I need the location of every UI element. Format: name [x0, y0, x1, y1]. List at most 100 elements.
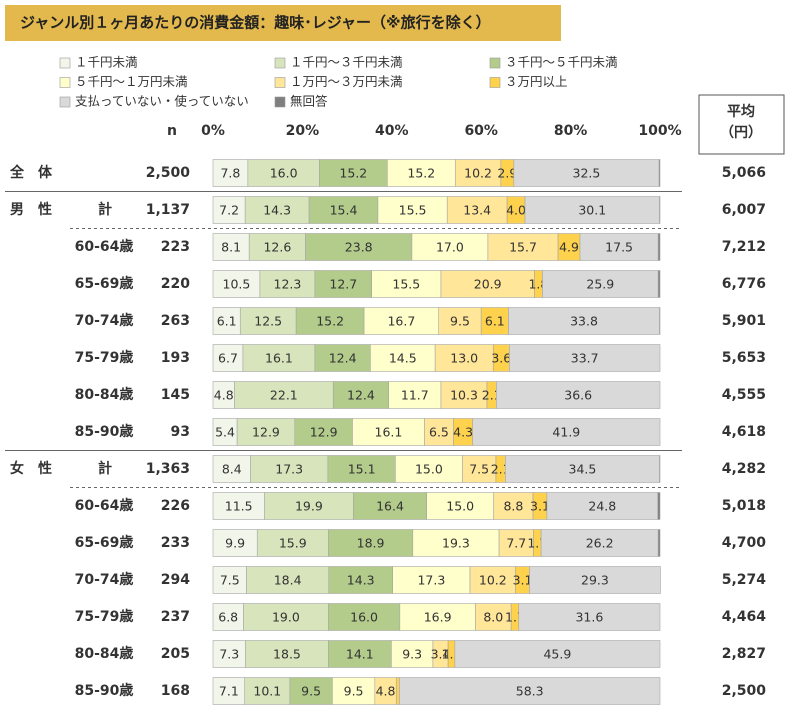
data-label: 12.5 [254, 314, 282, 329]
data-label: 36.6 [564, 388, 592, 403]
data-label: 6.5 [429, 425, 449, 440]
legend-label: ３万円以上 [505, 74, 568, 89]
data-label: 8.0 [483, 610, 503, 625]
data-label: 17.5 [605, 240, 633, 255]
row-label: 計 [98, 460, 112, 477]
row-label: 80-84歳 [75, 386, 134, 403]
x-tick-label: 100% [638, 123, 681, 139]
data-label: 12.4 [347, 388, 375, 403]
data-label: 16.0 [270, 166, 298, 181]
data-label: 15.5 [392, 277, 420, 292]
row-label: 65-69歳 [75, 275, 134, 292]
data-label: 12.7 [329, 277, 357, 292]
legend-label: ５千円～１万円未満 [75, 74, 188, 89]
data-label: 9.9 [225, 536, 245, 551]
data-label: 15.5 [399, 203, 427, 218]
data-label: 12.3 [274, 277, 302, 292]
data-label: 58.3 [516, 684, 544, 699]
data-label: 8.1 [221, 240, 241, 255]
row-avg: 4,464 [722, 609, 767, 625]
row-n: 93 [171, 424, 190, 440]
legend-label: 無回答 [290, 94, 328, 109]
data-label: 14.3 [263, 203, 291, 218]
data-label: 29.3 [581, 573, 609, 588]
x-tick-label: 20% [286, 123, 320, 139]
data-label: 9.5 [450, 314, 470, 329]
row-n: 1,137 [146, 202, 190, 218]
data-label: 10.2 [464, 166, 492, 181]
data-label: 3.6 [491, 351, 511, 366]
data-label: 23.8 [345, 240, 373, 255]
data-label: 15.0 [446, 499, 474, 514]
data-label: 16.0 [350, 610, 378, 625]
data-label: 10.1 [253, 684, 281, 699]
data-label: 41.9 [552, 425, 580, 440]
avg-header: （円） [720, 125, 762, 141]
data-label: 14.3 [347, 573, 375, 588]
data-label: 15.2 [339, 166, 367, 181]
data-label: 6.8 [218, 610, 238, 625]
row-label: 80-84歳 [75, 645, 134, 662]
data-label: 45.9 [543, 647, 571, 662]
data-label: 33.8 [570, 314, 598, 329]
data-label: 19.3 [442, 536, 470, 551]
data-label: 17.3 [417, 573, 445, 588]
row-avg: 6,776 [722, 276, 766, 292]
row-n: 168 [161, 683, 190, 699]
row-label: 85-90歳 [75, 423, 134, 440]
data-label: 19.0 [272, 610, 300, 625]
data-label: 18.9 [357, 536, 385, 551]
data-label: 10.3 [450, 388, 478, 403]
row-group-label: 男 性 [10, 201, 52, 218]
data-label: 15.9 [279, 536, 307, 551]
row-avg: 4,618 [722, 424, 766, 440]
data-label: 17.3 [275, 462, 303, 477]
data-label: 7.5 [469, 462, 489, 477]
row-group-label: 全 体 [9, 164, 53, 181]
data-label: 19.9 [295, 499, 323, 514]
data-label: 6.1 [217, 314, 237, 329]
legend-swatch [275, 58, 285, 68]
data-label: 16.4 [376, 499, 404, 514]
row-avg: 4,282 [722, 461, 766, 477]
row-n: 233 [161, 535, 190, 551]
row-avg: 6,007 [722, 202, 766, 218]
row-avg: 5,901 [722, 313, 766, 329]
chart-title: ジャンル別１ヶ月あたりの消費金額：趣味･レジャー（※旅行を除く） [20, 14, 491, 32]
data-label: 15.1 [348, 462, 376, 477]
data-label: 15.4 [330, 203, 358, 218]
row-n: 226 [161, 498, 190, 514]
data-label: 12.4 [329, 351, 357, 366]
row-avg: 2,500 [722, 683, 767, 699]
row-label: 60-64歳 [75, 238, 134, 255]
data-label: 26.2 [586, 536, 614, 551]
row-label: 85-90歳 [75, 682, 134, 699]
data-label: 9.5 [301, 684, 321, 699]
row-avg: 5,274 [722, 572, 767, 588]
bar-segment [659, 160, 660, 187]
data-label: 4.8 [376, 684, 396, 699]
data-label: 8.4 [222, 462, 242, 477]
data-label: 6.7 [218, 351, 238, 366]
data-label: 24.8 [588, 499, 616, 514]
data-label: 15.2 [407, 166, 435, 181]
data-label: 32.5 [573, 166, 601, 181]
bar-segment [658, 493, 660, 520]
data-label: 7.3 [219, 647, 239, 662]
row-n: 2,500 [146, 165, 191, 181]
data-label: 12.6 [263, 240, 291, 255]
legend-swatch [60, 78, 70, 88]
legend-label: １千円～３千円未満 [290, 55, 403, 70]
row-n: 263 [161, 313, 190, 329]
legend-label: １万円～３万円未満 [290, 74, 403, 89]
row-n: 145 [161, 387, 190, 403]
x-tick-label: 80% [554, 123, 588, 139]
data-label: 6.1 [485, 314, 505, 329]
data-label: 16.7 [387, 314, 415, 329]
data-label: 14.1 [346, 647, 374, 662]
legend-swatch [490, 58, 500, 68]
row-avg: 4,700 [722, 535, 767, 551]
row-avg: 2,827 [722, 646, 766, 662]
avg-header: 平均 [727, 103, 755, 120]
data-label: 7.8 [220, 166, 240, 181]
